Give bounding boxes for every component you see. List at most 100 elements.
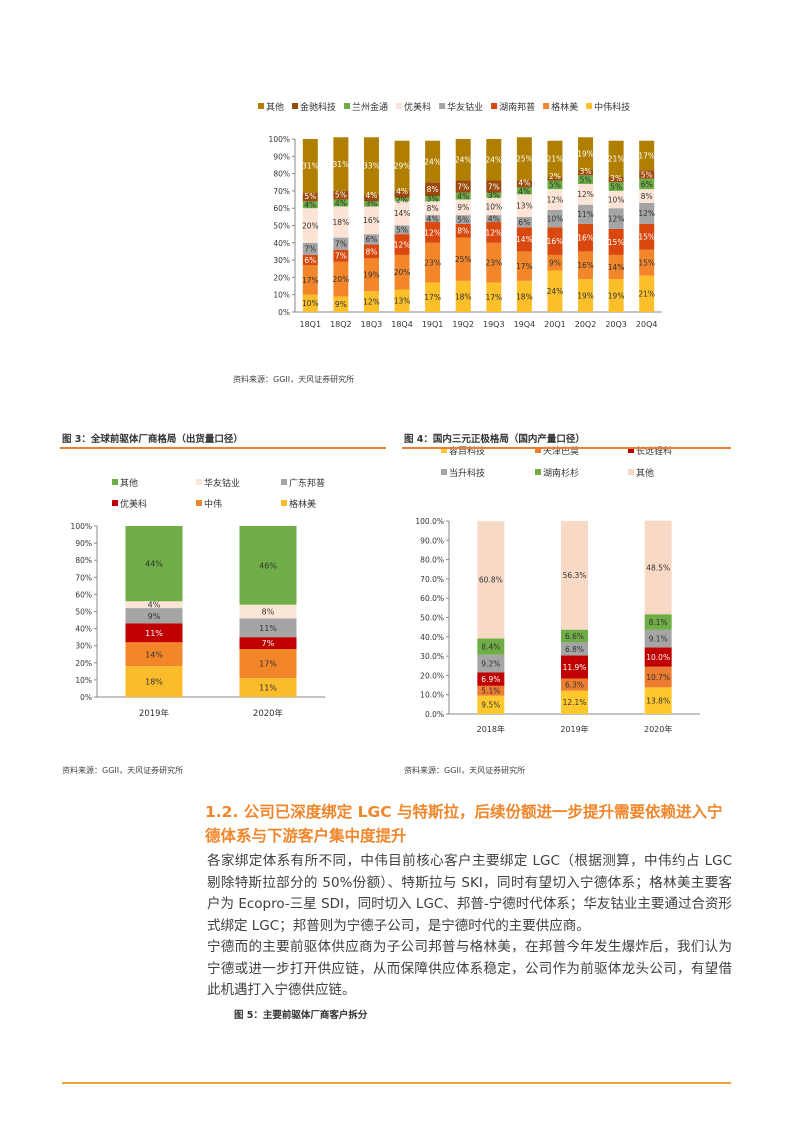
data-label: 8%: [457, 227, 469, 236]
data-label: 8%: [427, 204, 439, 213]
data-label: 6%: [518, 218, 530, 227]
data-label: 17%: [302, 276, 319, 285]
bar-segment: [125, 608, 183, 624]
data-label: 25%: [455, 255, 472, 264]
bar-segment: [561, 629, 588, 643]
x-tick-label: 2019年: [139, 708, 170, 719]
bar-segment: [516, 227, 532, 252]
bar-segment: [425, 140, 441, 183]
legend-swatch: [196, 479, 202, 485]
bar-segment: [125, 642, 183, 667]
data-label: 6.6%: [565, 632, 584, 641]
legend-label: 其他: [120, 477, 138, 489]
bar-segment: [578, 279, 594, 312]
legend-label: 湖南邦普: [499, 101, 535, 113]
legend-label: 其他: [266, 101, 284, 113]
x-tick-label: 20Q2: [575, 320, 597, 329]
data-label: 12%: [547, 195, 564, 204]
data-label: 15%: [638, 259, 655, 268]
data-label: 10%: [547, 214, 564, 223]
data-label: 25%: [516, 155, 533, 164]
data-label: 14%: [394, 209, 411, 218]
y-tick-label: 50.0%: [420, 614, 444, 623]
data-label: 8%: [641, 192, 653, 201]
data-label: 7%: [262, 639, 275, 648]
bar-segment: [333, 190, 349, 200]
bar-segment: [486, 222, 502, 243]
data-label: 48.5%: [646, 563, 670, 572]
data-label: 4%: [457, 192, 469, 201]
data-label: 12%: [424, 228, 441, 237]
bar-segment: [363, 201, 379, 207]
data-label: 16%: [547, 237, 564, 246]
data-label: 5%: [610, 182, 622, 191]
y-tick-label: 40%: [75, 625, 92, 634]
legend-swatch: [535, 447, 541, 453]
bar-segment: [639, 223, 655, 250]
data-label: 7%: [457, 182, 469, 191]
x-tick-label: 2020年: [644, 724, 672, 734]
legend-swatch: [196, 500, 202, 506]
data-label: 10.0%: [646, 653, 670, 662]
y-tick-label: 10%: [75, 676, 92, 685]
data-label: 46%: [259, 561, 277, 570]
bar-segment: [455, 280, 471, 312]
bar-segment: [516, 187, 532, 195]
data-label: 8%: [262, 608, 275, 617]
data-label: 2%: [549, 172, 561, 181]
bar-segment: [302, 208, 318, 243]
legend-label: 格林美: [289, 498, 316, 510]
bar-segment: [394, 225, 410, 235]
bar-segment: [547, 189, 563, 210]
y-tick-label: 30.0%: [420, 652, 444, 661]
y-tick-label: 90.0%: [420, 536, 444, 545]
data-label: 4%: [304, 201, 316, 210]
bar-segment: [394, 140, 410, 191]
data-label: 6%: [304, 256, 316, 265]
bar-segment: [477, 672, 505, 686]
bar-segment: [578, 251, 594, 280]
x-tick-label: 19Q4: [514, 320, 536, 329]
data-label: 20%: [333, 275, 350, 284]
data-label: 8.1%: [649, 618, 668, 627]
paragraph-2: 宁德而的主要前驱体供应商为子公司邦普与格林美，在邦普今年发生爆炸后，我们认为宁德…: [207, 939, 732, 998]
bar-segment: [516, 194, 532, 217]
bar-segment: [363, 244, 379, 259]
data-label: 17%: [259, 660, 277, 669]
bar-segment: [578, 204, 594, 224]
data-label: 14%: [516, 235, 533, 244]
y-tick-label: 90%: [273, 152, 290, 161]
bar-segment: [394, 234, 410, 255]
data-label: 3%: [427, 195, 439, 204]
data-label: 3%: [488, 191, 500, 200]
y-tick-label: 40%: [273, 239, 290, 248]
bar-segment: [455, 192, 471, 200]
bar-segment: [561, 521, 588, 630]
legend-swatch: [441, 447, 447, 453]
legend-swatch: [628, 447, 634, 453]
data-label: 12.1%: [563, 698, 587, 707]
data-label: 17%: [424, 293, 441, 302]
y-tick-label: 20.0%: [420, 671, 444, 680]
y-tick-label: 10%: [273, 291, 290, 300]
legend-label: 华友钴业: [447, 101, 483, 113]
x-tick-label: 18Q1: [300, 320, 322, 329]
data-label: 8.4%: [481, 642, 500, 651]
data-label: 17%: [485, 293, 502, 302]
y-tick-label: 90%: [75, 539, 92, 548]
paragraph-1: 各家绑定体系有所不同，中伟目前核心客户主要绑定 LGC（根据测算，中伟约占 LG…: [207, 853, 732, 934]
data-label: 14%: [608, 263, 625, 272]
legend-swatch: [535, 469, 541, 475]
bar-segment: [486, 139, 502, 181]
bar-segment: [639, 249, 655, 276]
data-label: 8%: [366, 247, 378, 256]
y-tick-label: 80%: [75, 556, 92, 565]
bar-segment: [639, 178, 655, 190]
legend-swatch: [258, 103, 264, 109]
fig5-caption: 图 5：主要前驱体厂商客户拆分: [234, 1010, 368, 1021]
data-label: 9%: [457, 203, 469, 212]
bar-segment: [455, 237, 471, 281]
data-label: 23%: [424, 259, 441, 268]
bar-segment: [644, 666, 672, 688]
legend-swatch: [543, 103, 550, 109]
